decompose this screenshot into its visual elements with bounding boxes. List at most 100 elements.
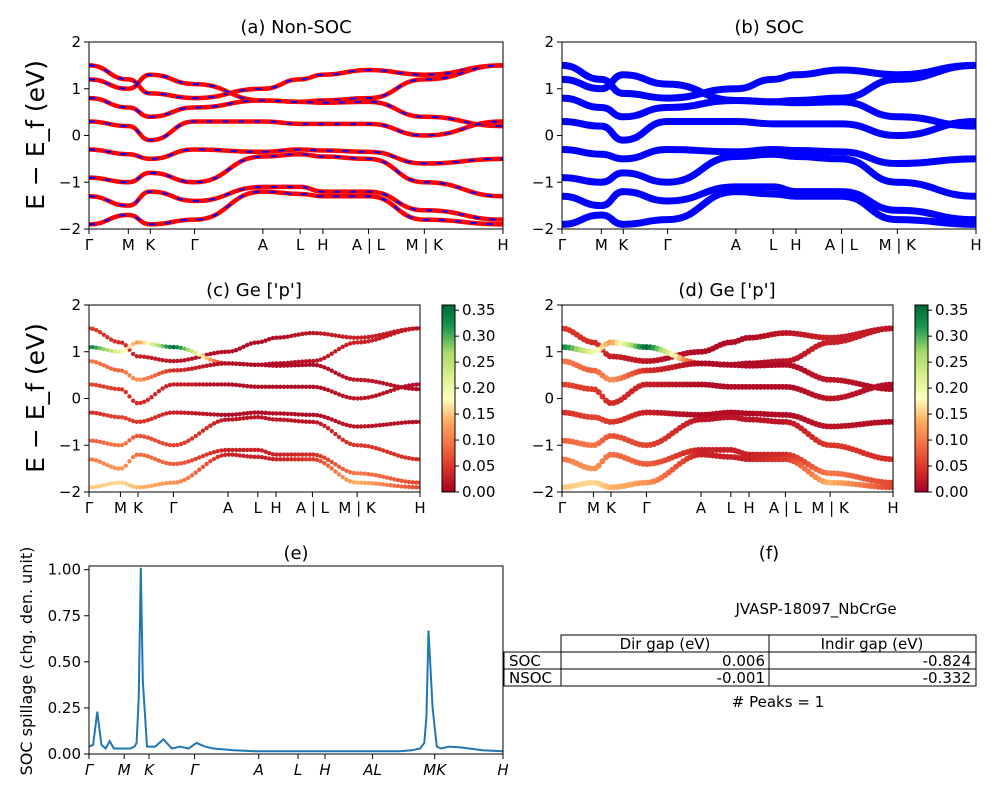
projection-point: [406, 479, 412, 485]
projection-point: [167, 382, 173, 388]
projection-point: [285, 417, 290, 423]
projection-point: [197, 382, 202, 387]
colorbar-tick-label: 0.20: [935, 379, 968, 397]
projection-point: [208, 357, 213, 362]
band-line-0: [562, 61, 976, 102]
projection-point: [138, 340, 143, 345]
projection-point: [248, 454, 254, 459]
x-tick-label: H: [887, 499, 898, 517]
projection-point: [127, 417, 132, 422]
projection-point: [377, 481, 382, 487]
projection-point: [230, 382, 235, 387]
projection-point: [303, 384, 309, 390]
table-header-dir: Dir gap (eV): [620, 635, 711, 653]
projection-point: [281, 417, 287, 422]
projection-point: [226, 452, 231, 457]
projection-point: [89, 485, 92, 490]
projection-point: [94, 438, 99, 444]
projection-point: [244, 410, 250, 416]
projection-point: [307, 384, 312, 390]
projection-point: [296, 332, 301, 337]
projection-point: [189, 473, 195, 478]
projection-point: [226, 349, 231, 354]
projection-point: [164, 460, 169, 466]
projection-point: [307, 412, 312, 418]
projection-point: [255, 362, 261, 368]
band-line-4: [89, 147, 503, 166]
projection-point: [101, 363, 106, 368]
projection-point: [97, 383, 103, 388]
projection-point: [145, 341, 151, 346]
projection-point: [414, 456, 419, 462]
projection-point: [197, 455, 202, 460]
projection-point: [241, 453, 246, 459]
projection-point: [189, 436, 195, 441]
projection-point: [255, 415, 261, 420]
projection-point: [267, 336, 272, 342]
projection-point: [237, 447, 242, 453]
projection-point: [200, 411, 206, 417]
projection-point: [267, 450, 272, 456]
projection-point: [248, 415, 254, 420]
projection-point: [108, 385, 114, 391]
projection-point: [340, 466, 345, 472]
projection-point: [347, 441, 353, 447]
projection-point: [138, 354, 143, 359]
projection-point: [211, 350, 217, 356]
x-tick-label: L: [769, 236, 778, 254]
projection-point: [153, 482, 158, 488]
projection-point: [160, 481, 165, 486]
projection-point: [211, 449, 217, 455]
projection-point: [160, 370, 165, 375]
projection-point: [403, 420, 408, 425]
projection-point: [373, 333, 379, 339]
x-tick-label: K: [145, 236, 156, 254]
projection-point: [237, 383, 242, 388]
projection-point: [233, 412, 239, 417]
band-line-2: [562, 94, 976, 130]
projection-point: [233, 382, 239, 388]
x-tick-label: H: [270, 499, 281, 517]
projection-point: [406, 383, 412, 388]
colorbar-tick-label: 0.10: [462, 431, 495, 449]
projection-point: [373, 473, 379, 478]
projection-point: [355, 424, 360, 429]
x-tick-label: Γ: [190, 236, 199, 254]
x-tick-label: A: [731, 236, 742, 254]
projection-point: [406, 420, 412, 425]
projection-point: [263, 338, 268, 343]
projection-point: [381, 474, 386, 479]
projection-point: [244, 447, 250, 453]
projection-point: [248, 410, 254, 416]
projection-point: [233, 447, 239, 453]
projection-point: [175, 382, 180, 387]
projection-point: [130, 435, 136, 440]
x-tick-label: Γ: [85, 236, 94, 254]
projection-point: [329, 417, 334, 422]
x-tick-label: A | L: [825, 236, 859, 254]
projection-point: [267, 416, 272, 422]
projection-point: [890, 386, 893, 393]
projection-point: [189, 366, 195, 371]
projection-point: [189, 458, 195, 463]
projection-point: [105, 347, 110, 353]
projection-point: [373, 393, 379, 398]
projection-point: [333, 462, 338, 467]
projection-point: [263, 449, 268, 454]
projection-point: [134, 377, 140, 382]
projection-point: [340, 421, 345, 427]
projection-point: [105, 385, 110, 390]
projection-point: [164, 442, 169, 447]
projection-point: [259, 410, 265, 415]
projection-point: [311, 362, 316, 368]
projection-point: [373, 337, 379, 342]
projection-point: [351, 424, 356, 429]
y-tick-label: −1: [532, 173, 554, 191]
projection-point: [123, 370, 128, 375]
projection-point: [329, 459, 334, 465]
projection-point: [395, 420, 401, 426]
projection-point: [200, 382, 206, 387]
projection-point: [259, 455, 265, 460]
projection-point: [403, 455, 408, 460]
projection-point: [167, 344, 173, 350]
